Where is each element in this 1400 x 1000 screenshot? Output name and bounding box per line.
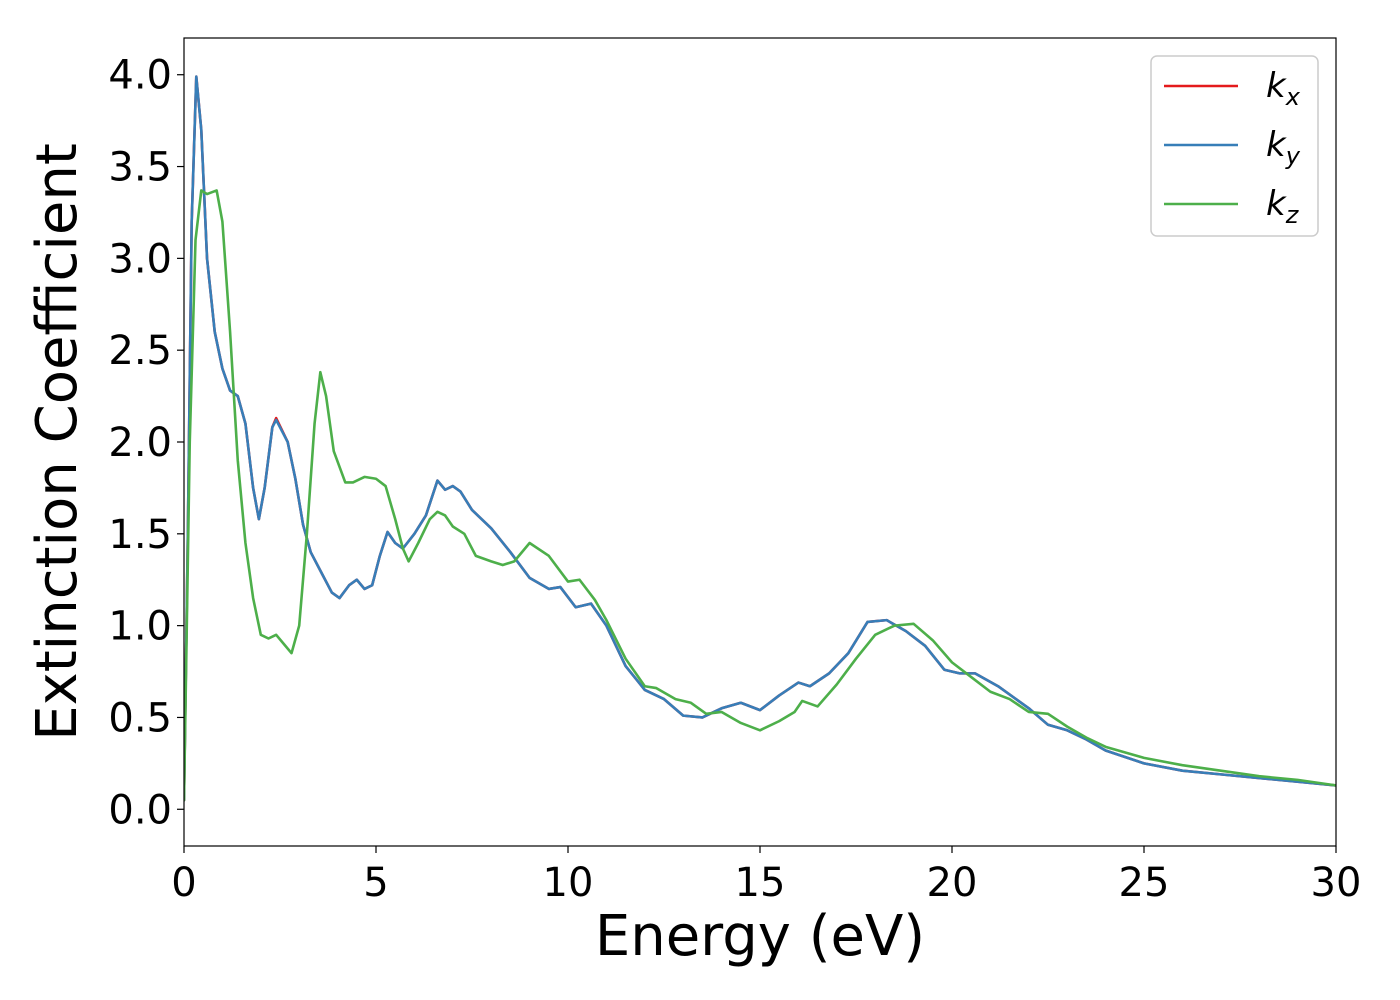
series-line-ky [184,75,1336,802]
y-tick-label: 1.5 [108,512,172,558]
y-tick-label: 2.5 [108,328,172,374]
x-tick-label: 15 [735,860,786,906]
x-axis-ticks: 0 5 10 15 20 25 30 [171,846,1361,906]
y-tick-label: 3.0 [108,236,172,282]
x-axis-title: Energy (eV) [595,904,925,969]
x-tick-label: 0 [171,860,196,906]
y-tick-label: 4.0 [108,53,172,99]
x-tick-label: 10 [543,860,594,906]
legend-label-ky: ky [1266,125,1301,170]
y-tick-label: 3.5 [108,145,172,191]
y-axis-title: Extinction Coefficient [25,143,90,741]
series-lines [184,75,1336,802]
x-tick-label: 5 [363,860,388,906]
x-tick-label: 30 [1311,860,1362,906]
x-tick-label: 20 [927,860,978,906]
legend: kx ky kz [1150,55,1319,237]
y-tick-label: 2.0 [108,420,172,466]
y-tick-label: 0.5 [108,695,172,741]
legend-label-kx: kx [1266,66,1301,111]
x-tick-label: 25 [1119,860,1170,906]
series-line-kz [184,189,1336,802]
y-tick-label: 0.0 [108,787,172,833]
y-tick-label: 1.0 [108,604,172,650]
y-axis-ticks: 0.0 0.5 1.0 1.5 2.0 2.5 3.0 3.5 4.0 [108,53,184,833]
legend-items: kx ky kz [1164,66,1301,229]
legend-label-kz: kz [1266,184,1300,229]
